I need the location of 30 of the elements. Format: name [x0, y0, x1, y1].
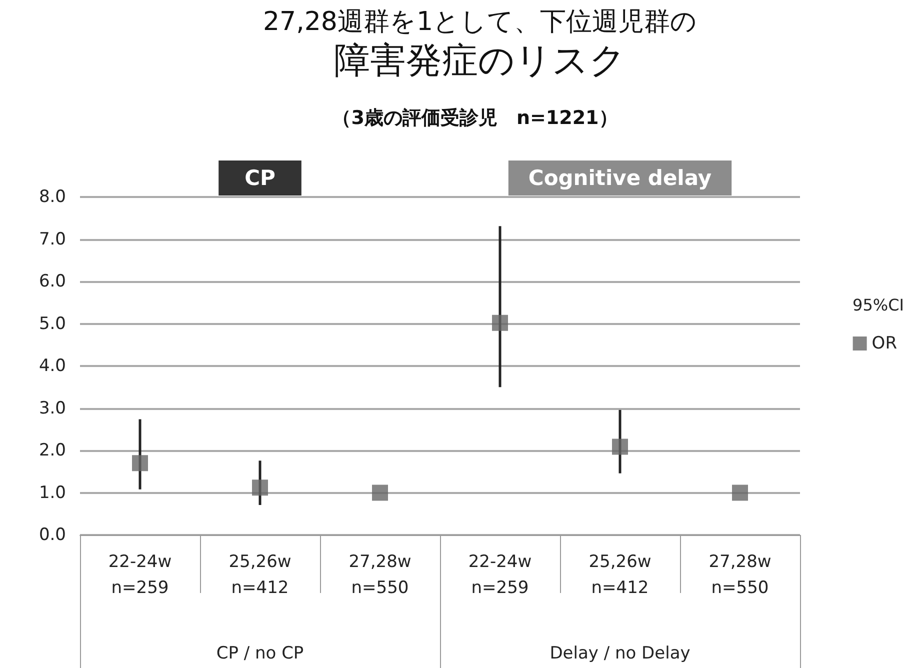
x-tick-label: 27,28w n=550 — [348, 552, 412, 598]
point — [492, 314, 508, 331]
point — [612, 438, 628, 455]
text: Cognitive delay — [528, 166, 712, 190]
legend-title: 95%CI — [852, 296, 904, 314]
x-tick-label: 22-24w n=259 — [108, 552, 172, 598]
point — [132, 455, 148, 472]
text: Delay / no Delay — [550, 644, 690, 664]
x-tick-label: 27,28w n=550 — [708, 552, 772, 598]
y-tick-label: 8.0 — [38, 187, 66, 207]
y-tick-label: 4.0 — [38, 356, 66, 376]
text: CP — [244, 166, 276, 190]
y-tick-label: 5.0 — [38, 314, 66, 334]
chart-subtitle: 障害発症のリスク — [334, 40, 626, 82]
point — [372, 484, 388, 501]
chart-title: 27,28週群を1として、下位週児群の — [263, 7, 697, 37]
x-tick-label: 25,26w n=412 — [588, 552, 652, 598]
y-tick-label: 7.0 — [38, 229, 66, 250]
y-tick-label: 2.0 — [38, 440, 66, 460]
y-tick-label: 0.0 — [38, 525, 66, 545]
y-tick-label: 1.0 — [38, 482, 66, 503]
x-tick-label: 25,26w n=412 — [228, 552, 292, 598]
legend-label: OR — [872, 334, 898, 354]
x-tick-label: 22-24w n=259 — [468, 552, 532, 598]
text: CP / no CP — [216, 644, 304, 664]
point — [252, 480, 268, 496]
text: （3歳の評価受診児 n=1221） — [332, 107, 618, 129]
y-tick-label: 3.0 — [38, 398, 66, 418]
point — [732, 484, 748, 501]
y-tick-label: 6.0 — [38, 272, 66, 292]
